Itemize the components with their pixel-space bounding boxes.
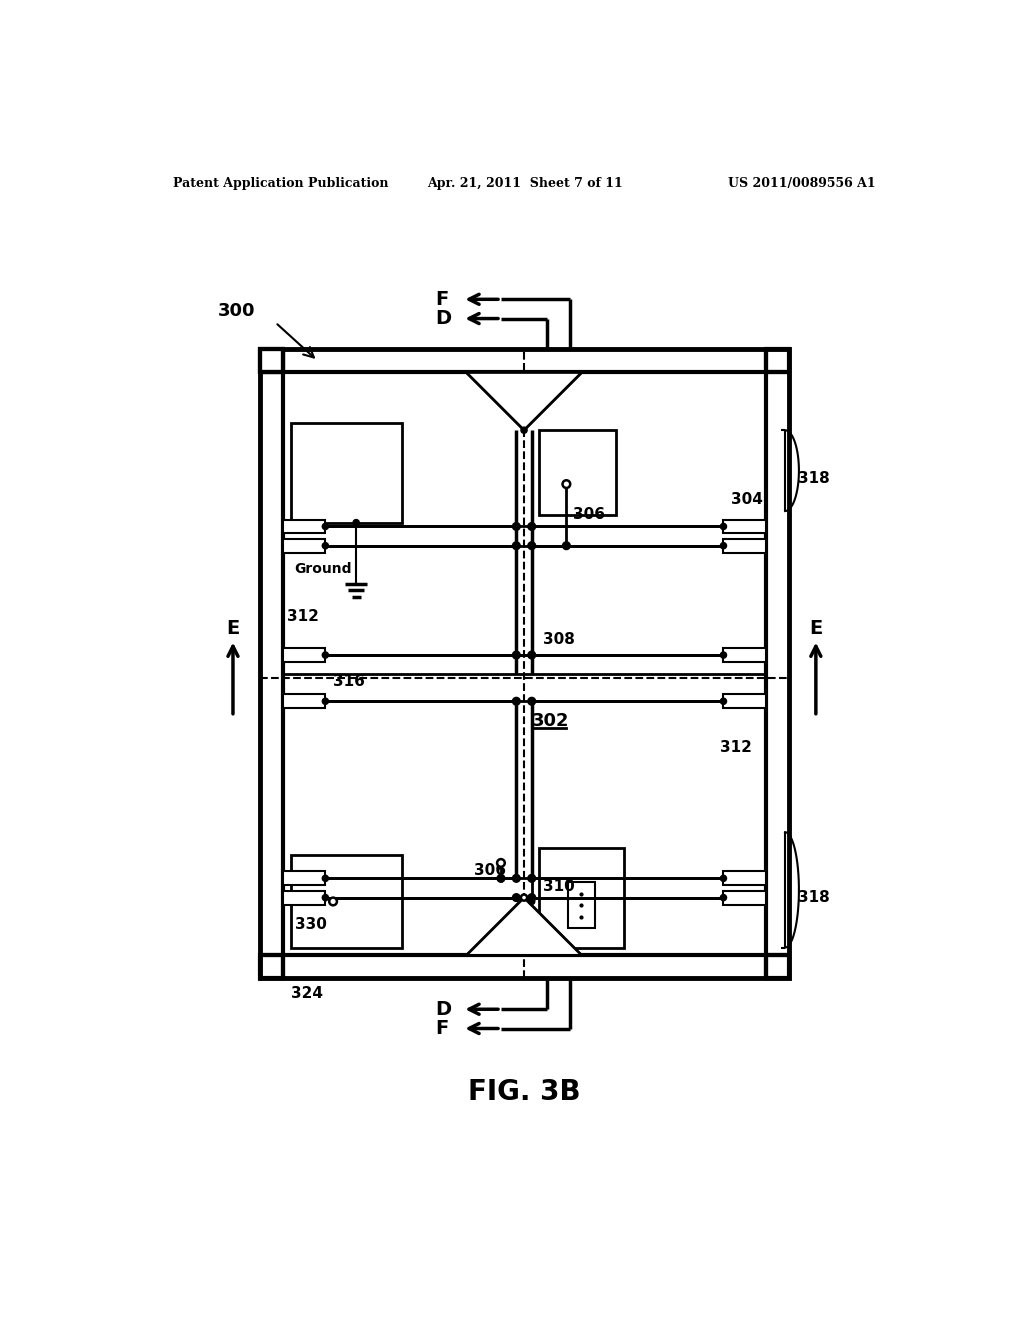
Bar xyxy=(260,350,283,372)
Bar xyxy=(540,847,625,948)
Circle shape xyxy=(528,523,536,531)
Bar xyxy=(283,891,326,904)
Bar xyxy=(766,956,788,978)
Text: Ground: Ground xyxy=(295,562,352,576)
Circle shape xyxy=(720,698,727,705)
Text: 316: 316 xyxy=(333,675,365,689)
Bar xyxy=(260,956,283,978)
Circle shape xyxy=(528,874,536,882)
Circle shape xyxy=(323,523,329,529)
Circle shape xyxy=(323,698,329,705)
Circle shape xyxy=(720,875,727,882)
Circle shape xyxy=(353,520,359,525)
Text: 320: 320 xyxy=(295,543,327,557)
Circle shape xyxy=(330,898,337,906)
Circle shape xyxy=(323,543,329,549)
Circle shape xyxy=(497,874,505,882)
Circle shape xyxy=(512,697,520,705)
Bar xyxy=(260,350,283,372)
Circle shape xyxy=(512,651,520,659)
Bar xyxy=(260,350,788,978)
Circle shape xyxy=(720,543,727,549)
Text: FIG. 3B: FIG. 3B xyxy=(469,1078,581,1106)
Text: 310: 310 xyxy=(544,879,575,894)
Text: D: D xyxy=(435,309,452,329)
Text: 324: 324 xyxy=(291,986,323,1002)
Text: 302: 302 xyxy=(531,711,569,730)
Text: F: F xyxy=(435,290,449,309)
Bar xyxy=(724,891,766,904)
Text: 318: 318 xyxy=(798,471,829,486)
Circle shape xyxy=(521,428,527,433)
Text: 300: 300 xyxy=(217,302,255,319)
Circle shape xyxy=(323,895,329,900)
Bar xyxy=(283,539,326,553)
Circle shape xyxy=(720,523,727,529)
Bar xyxy=(724,694,766,708)
Circle shape xyxy=(528,899,535,904)
Bar xyxy=(283,520,326,533)
Circle shape xyxy=(720,895,727,900)
Circle shape xyxy=(512,874,520,882)
Text: E: E xyxy=(226,619,240,638)
Bar xyxy=(291,855,402,948)
Circle shape xyxy=(497,859,505,867)
Bar xyxy=(283,648,326,663)
Text: 304: 304 xyxy=(731,492,763,507)
Circle shape xyxy=(528,894,536,902)
Text: D: D xyxy=(435,999,452,1019)
Circle shape xyxy=(562,480,570,488)
Text: 312: 312 xyxy=(720,741,752,755)
Circle shape xyxy=(513,895,519,900)
Circle shape xyxy=(528,895,535,900)
Text: 320: 320 xyxy=(295,894,327,909)
Circle shape xyxy=(720,652,727,659)
Bar xyxy=(766,350,788,372)
Text: F: F xyxy=(435,1019,449,1038)
Circle shape xyxy=(512,894,520,902)
Text: 318: 318 xyxy=(798,890,829,906)
Circle shape xyxy=(512,541,520,549)
Circle shape xyxy=(562,541,570,549)
Circle shape xyxy=(323,875,329,882)
Text: 308: 308 xyxy=(544,632,575,647)
Circle shape xyxy=(528,541,536,549)
Text: E: E xyxy=(809,619,822,638)
Text: 312: 312 xyxy=(287,609,318,624)
Circle shape xyxy=(528,697,536,705)
Circle shape xyxy=(528,651,536,659)
Bar xyxy=(568,882,595,928)
Circle shape xyxy=(528,875,535,882)
Bar xyxy=(291,422,402,523)
Bar xyxy=(724,648,766,663)
Bar xyxy=(724,871,766,886)
Bar xyxy=(283,871,326,886)
Bar xyxy=(724,539,766,553)
Circle shape xyxy=(521,895,527,900)
Bar xyxy=(540,430,616,515)
Text: 306: 306 xyxy=(572,507,604,523)
Circle shape xyxy=(323,652,329,659)
Bar xyxy=(283,694,326,708)
Text: Patent Application Publication: Patent Application Publication xyxy=(173,177,388,190)
Text: 306: 306 xyxy=(474,863,506,878)
Text: 330: 330 xyxy=(295,917,327,932)
Text: US 2011/0089556 A1: US 2011/0089556 A1 xyxy=(728,177,876,190)
Polygon shape xyxy=(466,372,582,430)
Circle shape xyxy=(512,523,520,531)
Polygon shape xyxy=(466,898,582,956)
Text: Apr. 21, 2011  Sheet 7 of 11: Apr. 21, 2011 Sheet 7 of 11 xyxy=(427,177,623,190)
Bar xyxy=(724,520,766,533)
